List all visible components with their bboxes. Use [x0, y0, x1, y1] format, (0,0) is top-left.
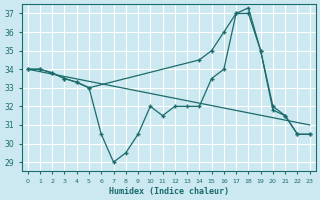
- X-axis label: Humidex (Indice chaleur): Humidex (Indice chaleur): [109, 187, 229, 196]
